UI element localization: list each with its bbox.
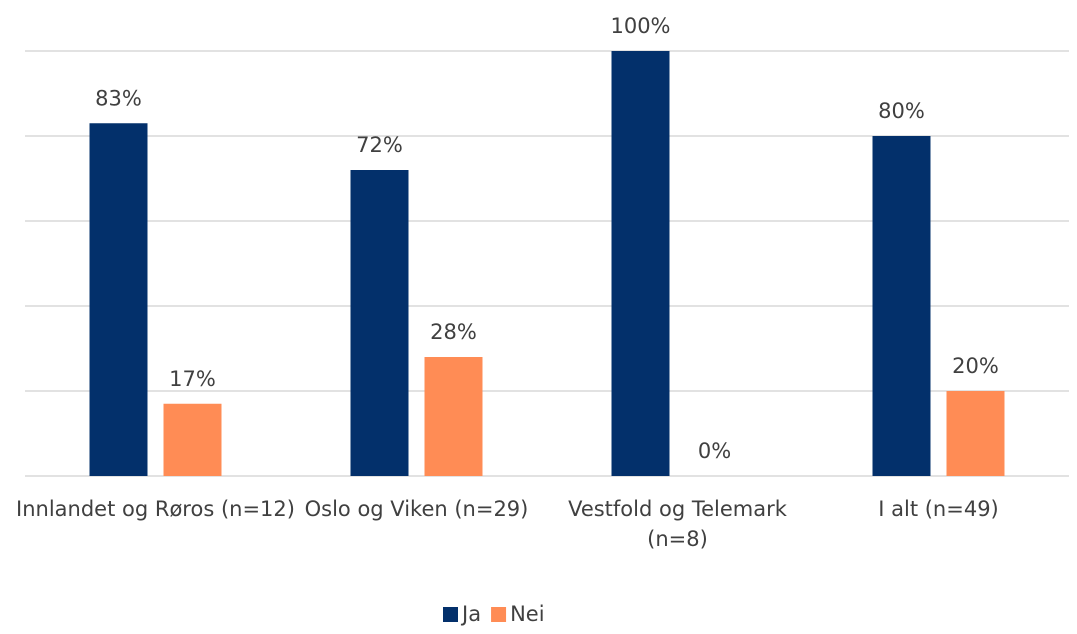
bar: [611, 51, 670, 476]
bar: [872, 136, 931, 476]
legend-swatch: [443, 607, 458, 622]
bar: [163, 403, 222, 476]
value-label: 20%: [952, 354, 999, 378]
value-label: 80%: [878, 99, 925, 123]
x-tick-label: Oslo og Viken (n=29): [304, 497, 529, 521]
value-label: 17%: [169, 367, 216, 391]
value-label: 0%: [698, 439, 731, 463]
x-tick-label: Vestfold og Telemark (n=8): [568, 497, 787, 551]
bar: [350, 170, 409, 476]
x-tick-label: Innlandet og Røros (n=12): [16, 497, 295, 521]
legend-swatch: [491, 607, 507, 622]
legend-label: Nei: [510, 602, 544, 626]
value-label: 28%: [430, 320, 477, 344]
x-tick-label: I alt (n=49): [878, 497, 999, 521]
value-label: 83%: [95, 86, 142, 110]
bar: [89, 123, 148, 476]
legend-label: Ja: [460, 602, 481, 626]
value-label: 72%: [356, 133, 403, 157]
bar: [946, 391, 1005, 476]
value-label: 100%: [610, 14, 670, 38]
bar: [424, 357, 483, 476]
